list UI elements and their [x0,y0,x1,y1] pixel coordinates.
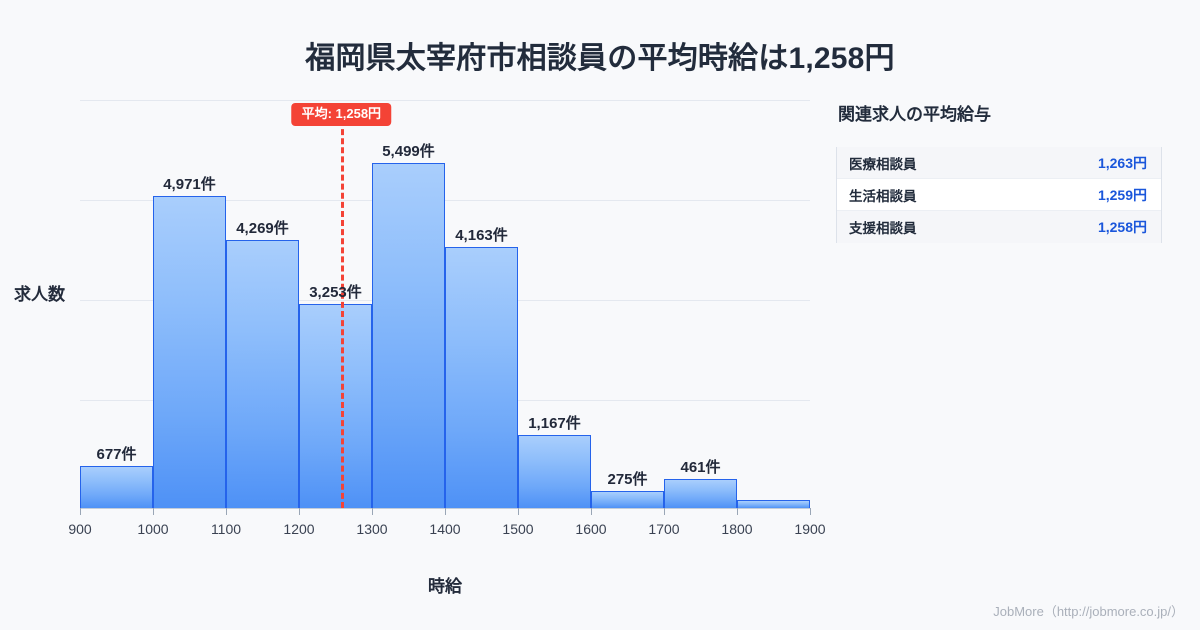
histogram-bar [153,195,226,508]
x-tick-mark [226,508,227,515]
x-tick-mark [153,508,154,515]
footer-credit: JobMore（http://jobmore.co.jp/） [993,604,1184,619]
page-title: 福岡県太宰府市相談員の平均時給は1,258円 [305,42,895,75]
x-tick-label: 1400 [429,521,461,537]
gridline [80,100,810,101]
x-tick-mark [372,508,373,515]
histogram-bar [372,162,445,508]
histogram-bar [664,479,737,508]
salary-row[interactable]: 支援相談員 1,258円 [837,211,1161,243]
bar-series [80,100,810,508]
histogram-bar [80,465,153,508]
x-tick-label: 1300 [356,521,388,537]
x-tick-label: 1500 [502,521,534,537]
x-tick-label: 1100 [210,521,242,537]
histogram-bar [591,490,664,508]
related-salary-panel: 関連求人の平均給与 医療相談員 1,263円生活相談員 1,259円支援相談員 1,2… [836,100,1166,243]
related-salary-title: 関連求人の平均給与 [838,105,991,124]
salary-row-name: 生活相談員 [849,188,917,204]
x-tick-label: 1000 [137,521,169,537]
gridline [80,200,810,201]
average-line [341,120,345,508]
x-tick-mark [299,508,300,515]
histogram-bar [299,303,372,508]
histogram-bar [445,246,518,508]
bar-value-label: 461件 [680,459,721,477]
bar-value-label: 4,269件 [236,220,289,238]
x-tick-mark [518,508,519,515]
bar-value-label: 275件 [607,470,648,488]
x-tick-mark [737,508,738,515]
y-axis-title: 求人数 [14,285,65,304]
histogram-bar [518,434,591,508]
salary-row[interactable]: 生活相談員 1,259円 [837,179,1161,211]
bar-value-label: 4,971件 [163,175,216,193]
related-salary-table: 医療相談員 1,263円生活相談員 1,259円支援相談員 1,258円 [836,147,1162,243]
average-badge: 平均: 1,258円 [291,103,392,127]
salary-row-value: 1,263円 [1097,154,1147,171]
salary-row-name: 医療相談員 [849,156,917,172]
x-tick-mark [591,508,592,515]
x-tick-mark [80,508,81,515]
salary-row-value: 1,258円 [1097,219,1147,235]
salary-row-value: 1,259円 [1097,186,1147,203]
bar-value-label: 3,253件 [309,283,362,301]
x-tick-mark [810,508,811,515]
salary-row[interactable]: 医療相談員 1,263円 [837,147,1161,179]
x-tick-label: 1900 [794,521,826,537]
x-tick-mark [664,508,665,515]
histogram-chart: 求人数 900 1000 1100 1200 1300 1400 1500 1600 1700 1… [14,100,826,596]
bar-value-label: 4,163件 [455,226,508,244]
bar-value-label: 677件 [96,445,137,463]
histogram-bar [737,499,810,508]
x-tick-label: 1800 [721,521,753,537]
x-tick-label: 1600 [575,521,607,537]
salary-row-name: 支援相談員 [849,221,917,236]
x-axis-title: 時給 [428,577,462,596]
x-tick-label: 1200 [283,521,315,537]
bar-value-label: 1,167件 [528,414,581,432]
x-tick-label: 900 [68,521,92,537]
bar-value-label: 5,499件 [382,142,435,160]
histogram-bar [226,240,299,508]
x-tick-mark [445,508,446,515]
x-tick-label: 1700 [648,521,680,537]
